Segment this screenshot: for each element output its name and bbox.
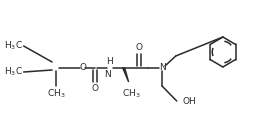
- Text: O: O: [79, 64, 86, 72]
- Text: H$_3$C: H$_3$C: [4, 40, 23, 52]
- Text: OH: OH: [183, 98, 196, 106]
- Text: O: O: [136, 43, 143, 52]
- Text: H: H: [107, 57, 113, 66]
- Text: N: N: [104, 70, 111, 79]
- Text: O: O: [92, 84, 99, 93]
- Text: CH$_3$: CH$_3$: [122, 88, 141, 101]
- Text: CH$_3$: CH$_3$: [47, 88, 65, 101]
- Text: N: N: [159, 64, 165, 72]
- Text: H$_3$C: H$_3$C: [4, 66, 23, 78]
- Polygon shape: [123, 68, 129, 82]
